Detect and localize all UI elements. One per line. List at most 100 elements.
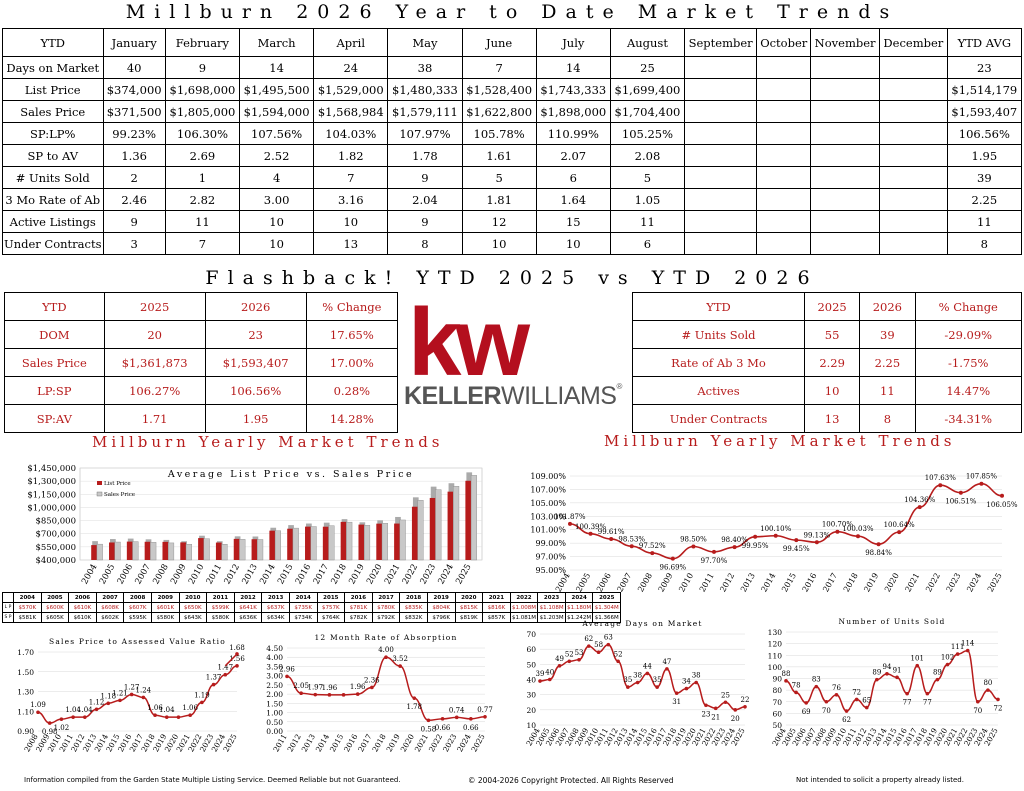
data-label: 114 xyxy=(961,640,975,648)
data-point xyxy=(645,671,650,676)
ytd-cell: 6 xyxy=(609,232,686,255)
ytd-cell: $1,898,000 xyxy=(535,100,611,123)
data-point xyxy=(285,674,289,679)
data-label: 1.27 xyxy=(124,683,140,691)
data-label: 40 xyxy=(545,669,554,677)
mini-table-cell: 2011 xyxy=(206,592,235,603)
y-tick-label: 90 xyxy=(772,675,782,684)
data-point xyxy=(945,662,950,667)
data-label: 106.51% xyxy=(945,498,976,506)
flashback-cell: $1,593,407 xyxy=(204,348,307,377)
data-label: 98.53% xyxy=(618,535,645,543)
flashback-row: Actives 10 11 14.47% xyxy=(632,376,1022,405)
y-tick-label: 101.00% xyxy=(530,526,566,535)
ytd-cell xyxy=(756,188,812,211)
footer-disclaimer: Information compiled from the Garden Sta… xyxy=(24,776,401,784)
sales-price-bar xyxy=(417,500,424,561)
y-tick-label: 97.00% xyxy=(535,553,566,562)
sales-price-bar xyxy=(292,527,299,561)
list-price-bar xyxy=(198,538,204,560)
series-line xyxy=(785,649,999,712)
ytd-header-cell: YTD AVG xyxy=(946,28,1023,57)
data-label: 52 xyxy=(565,650,574,658)
series-line xyxy=(539,643,746,711)
data-point xyxy=(915,663,920,668)
mini-table-cell: 2007 xyxy=(95,592,125,603)
ytd-cell: 110.99% xyxy=(535,122,611,145)
data-point xyxy=(596,650,601,654)
data-label: 1.97 xyxy=(307,684,323,692)
ytd-row-label: Under Contracts xyxy=(2,232,104,255)
data-point xyxy=(299,691,303,695)
x-tick-label: 2015 xyxy=(780,572,798,594)
ytd-cell: 15 xyxy=(535,210,611,233)
data-point xyxy=(655,685,659,689)
y-tick-label: 3.00 xyxy=(266,672,283,681)
ytd-cell: 10 xyxy=(313,210,389,233)
list-price-bar xyxy=(411,506,418,560)
ytd-cell: 2.82 xyxy=(164,188,241,211)
flashback-cell: 20 xyxy=(103,320,206,349)
mini-table-cell: $782K xyxy=(344,612,373,623)
data-point xyxy=(616,659,620,664)
data-label: 34 xyxy=(682,678,691,686)
data-point xyxy=(164,715,169,719)
data-point xyxy=(71,715,75,719)
x-tick-label: 2007 xyxy=(615,572,633,594)
x-tick-label: 2020 xyxy=(883,572,901,594)
list-price-bar xyxy=(215,542,222,560)
x-tick-label: 2021 xyxy=(903,572,921,594)
mini-table-cell: $780K xyxy=(371,602,401,613)
mini-table-cell: 2005 xyxy=(40,592,70,603)
flashback-cell: 55 xyxy=(803,320,861,349)
data-point xyxy=(626,685,630,689)
y-tick-label: $1,450,000 xyxy=(27,464,76,474)
mini-table-cell: 2012 xyxy=(233,592,263,603)
flashback-cell: -1.75% xyxy=(914,348,1022,377)
ytd-cell: 9 xyxy=(387,166,463,189)
ytd-cell: 2.69 xyxy=(164,144,241,167)
ytd-cell xyxy=(756,144,812,167)
data-point xyxy=(355,692,360,696)
data-point xyxy=(118,698,122,703)
data-point xyxy=(743,705,747,709)
data-point xyxy=(804,701,808,705)
data-label: 107.63% xyxy=(925,474,956,482)
y-tick-label: $550,000 xyxy=(35,543,76,553)
ytd-cell: $1,594,000 xyxy=(239,100,315,123)
data-label: 89 xyxy=(933,669,942,677)
list-price-bar xyxy=(251,539,258,560)
ytd-cell: 11 xyxy=(609,210,686,233)
x-tick-label: 2025 xyxy=(469,732,486,753)
mini-table-cell: $600K xyxy=(40,602,70,613)
y-tick-label: 107.00% xyxy=(530,485,566,494)
flashback-cell: 2.25 xyxy=(859,348,916,377)
data-label: 77 xyxy=(903,699,912,707)
data-label: 38 xyxy=(692,672,701,680)
mini-table-cell: $857K xyxy=(482,612,511,623)
data-label: 1.04 xyxy=(159,706,175,714)
chart-title: Sales Price to Assessed Value Ratio xyxy=(49,637,226,646)
data-point xyxy=(188,713,192,717)
data-point xyxy=(733,708,738,712)
data-label: 96.69% xyxy=(660,564,687,572)
mini-table-cell: 2013 xyxy=(261,592,290,603)
data-label: 76 xyxy=(832,684,841,692)
ytd-cell xyxy=(879,100,948,123)
flashback-cell: SP:AV xyxy=(4,404,105,433)
mini-table-cell: $599K xyxy=(206,602,235,613)
data-point xyxy=(341,693,346,697)
ytd-cell: 1.61 xyxy=(461,144,537,167)
data-point xyxy=(834,692,839,697)
y-tick-label: 80 xyxy=(772,686,782,695)
mini-table-cell: 2018 xyxy=(399,592,428,603)
flashback-cell: -29.09% xyxy=(914,320,1022,349)
ytd-cell: 23 xyxy=(946,56,1023,79)
data-point xyxy=(773,533,778,538)
ytd-row-label: Days on Market xyxy=(2,56,104,79)
ytd-cell: $371,500 xyxy=(102,100,166,123)
ytd-header-cell: June xyxy=(461,28,537,57)
ytd-cell: $1,514,179 xyxy=(946,78,1023,101)
data-label: 70 xyxy=(822,707,831,715)
data-point xyxy=(650,551,655,556)
